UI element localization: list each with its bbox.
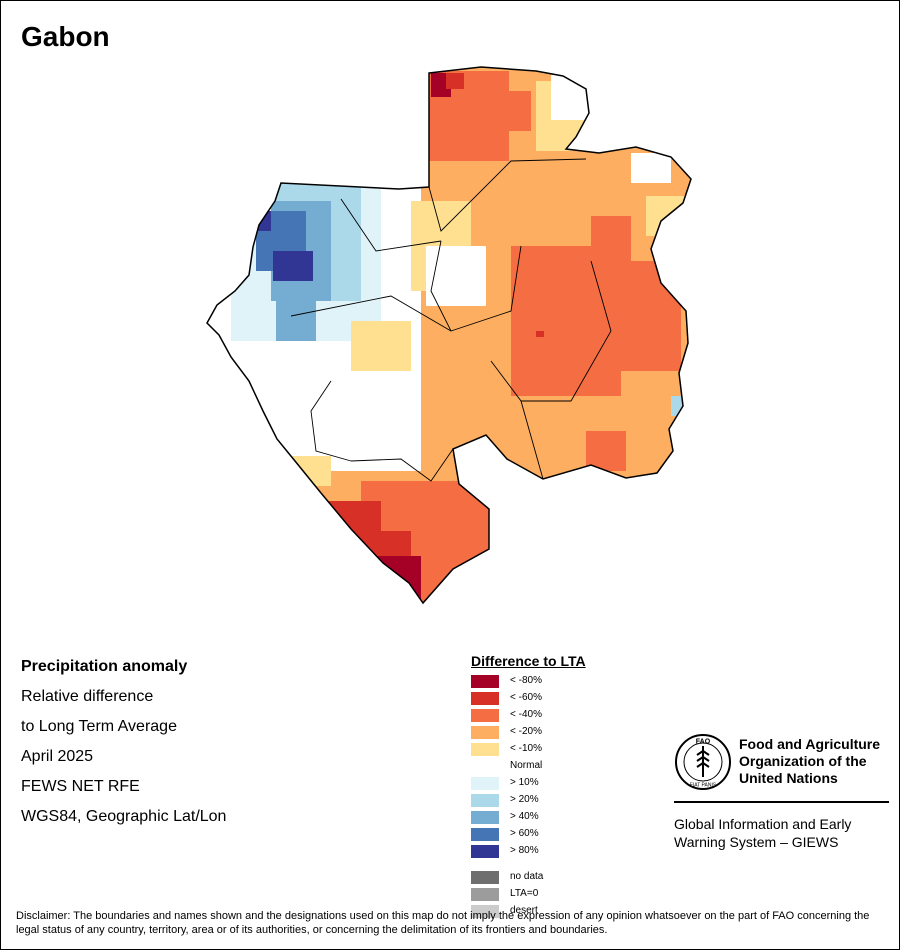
legend-class-swatch xyxy=(471,777,499,790)
legend-class-swatch xyxy=(471,743,499,756)
province-boundaries xyxy=(290,158,612,482)
legend-class-swatch xyxy=(471,675,499,688)
legend-class-label: > 60% xyxy=(510,828,539,839)
legend-class-item: < -80% xyxy=(471,673,671,690)
legend-class-label: < -40% xyxy=(510,709,542,720)
legend-class-label: < -20% xyxy=(510,726,542,737)
fao-logo-text: FAO xyxy=(696,739,711,746)
disclaimer: Disclaimer: The boundaries and names sho… xyxy=(16,910,870,936)
legend-title: Difference to LTA xyxy=(471,653,586,669)
legend-class-label: > 40% xyxy=(510,811,539,822)
legend-special-label: desert xyxy=(510,905,538,916)
legend-special-item: LTA=0 xyxy=(471,886,671,903)
legend-class-label: > 80% xyxy=(510,845,539,856)
info-projection: WGS84, Geographic Lat/Lon xyxy=(21,808,227,825)
fao-divider xyxy=(674,801,889,803)
legend-class-label: Normal xyxy=(510,760,543,771)
info-line1: Relative difference xyxy=(21,688,154,705)
legend-class-item: > 10% xyxy=(471,775,671,792)
legend-special-item: no data xyxy=(471,869,671,886)
legend-class-item: > 40% xyxy=(471,809,671,826)
info-source: FEWS NET RFE xyxy=(21,778,140,795)
legend-special-swatch xyxy=(471,888,499,901)
legend-class-label: < -80% xyxy=(510,675,542,686)
legend-class-swatch xyxy=(471,692,499,705)
giews-name: Global Information and Early Warning Sys… xyxy=(674,816,852,850)
legend-class-label: > 10% xyxy=(510,777,539,788)
legend-class-item: Normal xyxy=(471,758,671,775)
legend-class-swatch xyxy=(471,811,499,824)
legend-class-item: > 60% xyxy=(471,826,671,843)
legend-class-item: < -40% xyxy=(471,707,671,724)
legend-class-label: < -10% xyxy=(510,743,542,754)
legend-class-item: > 20% xyxy=(471,792,671,809)
legend-special-swatch xyxy=(471,905,499,918)
fao-logo-motto: FIAT PANIS xyxy=(690,783,717,789)
country-border xyxy=(206,66,692,605)
legend-special-label: no data xyxy=(510,871,544,882)
legend-class-swatch xyxy=(471,760,499,773)
legend-class-label: > 20% xyxy=(510,794,539,805)
legend-classes: < -80% < -60% < -40% < -20% < -10% Normal > 10… xyxy=(471,673,671,860)
legend-special-item: desert xyxy=(471,903,671,920)
legend-class-swatch xyxy=(471,828,499,841)
anomaly-raster xyxy=(207,67,691,603)
legend-special-swatch xyxy=(471,871,499,884)
info-line2: to Long Term Average xyxy=(21,718,177,735)
legend-class-swatch xyxy=(471,709,499,722)
legend-class-item: < -20% xyxy=(471,724,671,741)
legend-special-label: LTA=0 xyxy=(510,888,539,899)
fao-logo: FAO FIAT PANIS xyxy=(675,734,731,790)
fao-name: Food and Agriculture Organization of the… xyxy=(739,736,881,786)
map-info: Precipitation anomaly Relative differenc… xyxy=(21,656,226,836)
legend-class-swatch xyxy=(471,726,499,739)
legend-class-item: < -60% xyxy=(471,690,671,707)
legend-class-item: > 80% xyxy=(471,843,671,860)
legend-class-swatch xyxy=(471,845,499,858)
legend: Difference to LTA < -80% < -60% < -40% < -2… xyxy=(471,653,671,920)
legend-special: no data LTA=0 desert xyxy=(471,869,671,920)
legend-class-item: < -10% xyxy=(471,741,671,758)
info-heading: Precipitation anomaly xyxy=(21,658,188,675)
precipitation-anomaly-map xyxy=(206,66,692,605)
map-title: Gabon xyxy=(21,21,110,52)
info-date: April 2025 xyxy=(21,748,94,765)
legend-class-swatch xyxy=(471,794,499,807)
legend-class-label: < -60% xyxy=(510,692,542,703)
